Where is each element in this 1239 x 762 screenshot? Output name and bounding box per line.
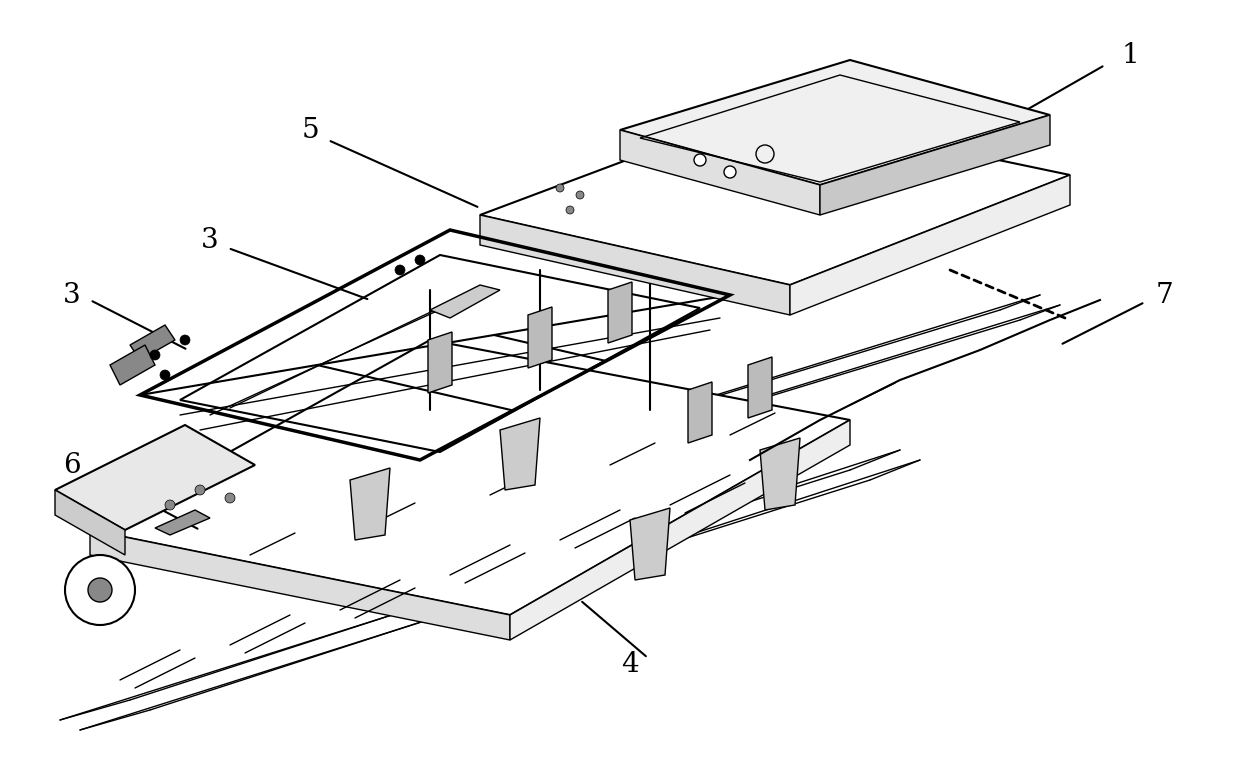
Polygon shape xyxy=(427,332,452,393)
Polygon shape xyxy=(748,357,772,418)
Polygon shape xyxy=(479,110,1070,285)
Circle shape xyxy=(165,500,175,510)
Polygon shape xyxy=(155,510,209,535)
Polygon shape xyxy=(620,130,820,215)
Polygon shape xyxy=(479,215,790,315)
Circle shape xyxy=(88,578,112,602)
Polygon shape xyxy=(430,285,501,318)
Polygon shape xyxy=(629,508,670,580)
Circle shape xyxy=(180,335,190,345)
Polygon shape xyxy=(790,175,1070,315)
Circle shape xyxy=(576,191,584,199)
Polygon shape xyxy=(620,60,1049,185)
Circle shape xyxy=(160,370,170,380)
Polygon shape xyxy=(760,438,800,510)
Circle shape xyxy=(415,255,425,265)
Polygon shape xyxy=(90,530,510,640)
Circle shape xyxy=(556,184,564,192)
Polygon shape xyxy=(501,418,540,490)
Polygon shape xyxy=(349,468,390,540)
Polygon shape xyxy=(820,115,1049,215)
Circle shape xyxy=(724,166,736,178)
Polygon shape xyxy=(528,307,553,368)
Polygon shape xyxy=(130,325,175,360)
Text: 3: 3 xyxy=(201,226,219,254)
Polygon shape xyxy=(110,345,155,385)
Text: 5: 5 xyxy=(301,117,318,143)
Text: 6: 6 xyxy=(63,452,81,479)
Circle shape xyxy=(395,265,405,275)
Circle shape xyxy=(150,350,160,360)
Polygon shape xyxy=(90,340,850,615)
Text: 7: 7 xyxy=(1156,281,1173,309)
Circle shape xyxy=(225,493,235,503)
Circle shape xyxy=(195,485,204,495)
Text: 1: 1 xyxy=(1121,41,1139,69)
Polygon shape xyxy=(608,282,632,343)
Circle shape xyxy=(64,555,135,625)
Polygon shape xyxy=(688,382,712,443)
Circle shape xyxy=(566,206,574,214)
Text: 4: 4 xyxy=(621,652,639,678)
Circle shape xyxy=(694,154,706,166)
Polygon shape xyxy=(55,425,255,530)
Polygon shape xyxy=(510,420,850,640)
Polygon shape xyxy=(55,490,125,555)
Text: 3: 3 xyxy=(63,281,81,309)
